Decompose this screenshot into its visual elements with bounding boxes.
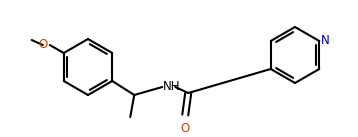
- Text: O: O: [39, 38, 48, 52]
- Text: NH: NH: [163, 81, 181, 93]
- Text: O: O: [181, 122, 190, 135]
- Text: N: N: [321, 35, 330, 48]
